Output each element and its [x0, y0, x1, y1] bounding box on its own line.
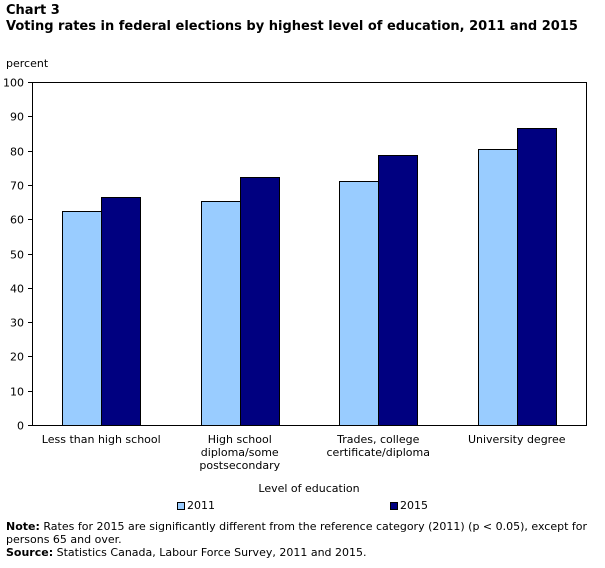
- y-tick-label: 70: [10, 180, 24, 193]
- note-label: Note:: [6, 520, 40, 533]
- x-tick-label: Trades, college certificate/diploma: [327, 433, 430, 459]
- chart-source: Source: Statistics Canada, Labour Force …: [6, 546, 598, 559]
- bar-chart: 0 10 20 30 40 50 60 70 80 90 100 Less than high sc…: [3, 77, 587, 495]
- source-text: Statistics Canada, Labour Force Survey, …: [53, 546, 367, 559]
- x-axis-title: Level of education: [258, 482, 359, 495]
- y-axis: 0 10 20 30 40 50 60 70 80 90 100: [3, 77, 32, 433]
- legend-item-2015: 2015: [390, 499, 428, 512]
- bar-2011-1: [201, 201, 241, 426]
- bar-2015-2: [378, 155, 418, 426]
- bar-2011-0: [62, 211, 102, 426]
- y-tick-label: 60: [10, 214, 24, 227]
- x-tick-label: University degree: [468, 433, 566, 446]
- y-tick-label: 80: [10, 146, 24, 159]
- source-label: Source:: [6, 546, 54, 559]
- chart-title: Voting rates in federal elections by hig…: [6, 19, 578, 34]
- x-tick-label: High school diploma/some postsecondary: [199, 433, 280, 472]
- bar-2011-3: [478, 149, 518, 426]
- bar-2015-1: [240, 177, 280, 426]
- legend-item-2011: 2011: [177, 499, 215, 512]
- legend-swatch-2011: [177, 501, 185, 510]
- y-tick-label: 30: [10, 317, 24, 330]
- bar-2011-2: [339, 181, 379, 426]
- chart-label: Chart 3: [6, 3, 60, 18]
- y-tick-label: 90: [10, 111, 24, 124]
- chart-note: Note: Rates for 2015 are significantly d…: [6, 520, 598, 546]
- y-tick-label: 20: [10, 351, 24, 364]
- y-axis-unit-label: percent: [6, 57, 49, 70]
- y-tick-label: 100: [3, 77, 24, 90]
- note-text: Rates for 2015 are significantly differe…: [6, 520, 588, 546]
- y-tick-label: 0: [17, 420, 24, 433]
- plot-area-frame: [32, 82, 587, 426]
- y-tick-label: 10: [10, 386, 24, 399]
- x-axis: Less than high school High school diploma/…: [42, 433, 566, 472]
- legend-label-2011: 2011: [187, 499, 215, 512]
- bar-2015-3: [517, 128, 557, 426]
- legend: 2011 2015: [0, 499, 605, 513]
- bar-2015-0: [101, 197, 141, 426]
- legend-label-2015: 2015: [400, 499, 428, 512]
- legend-swatch-2015: [390, 501, 398, 510]
- bar-series-group: [62, 128, 557, 426]
- x-tick-label: Less than high school: [42, 433, 161, 446]
- y-tick-label: 50: [10, 249, 24, 262]
- y-tick-label: 40: [10, 283, 24, 296]
